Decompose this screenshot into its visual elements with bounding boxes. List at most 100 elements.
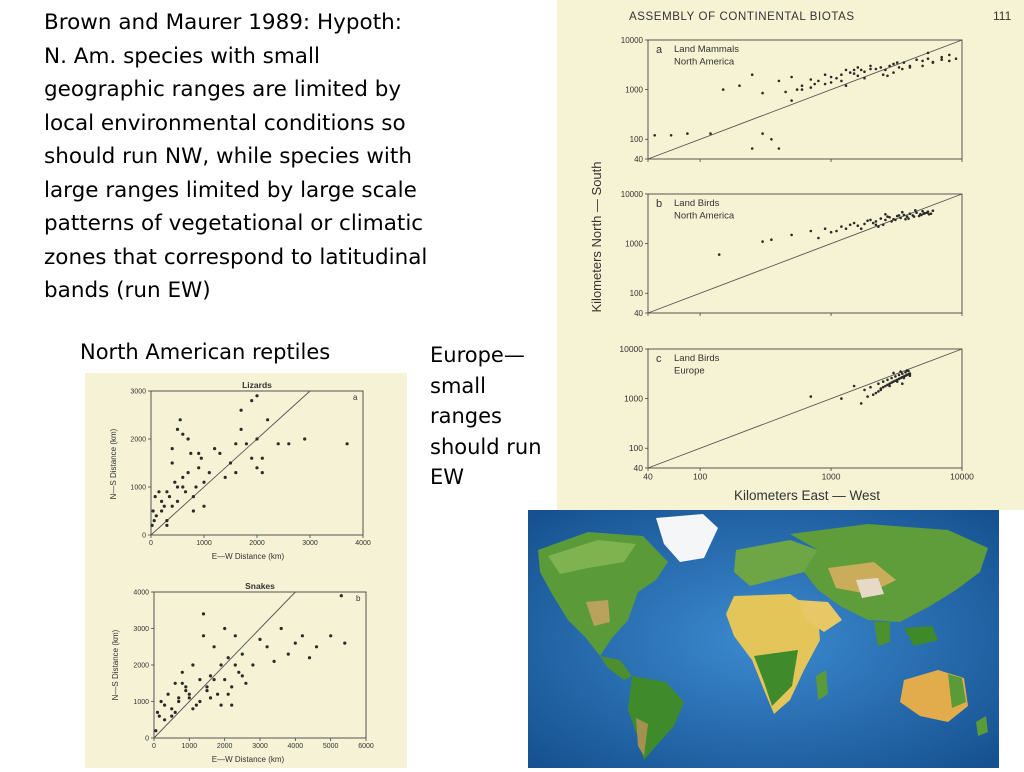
data-point [205,685,209,689]
x-tick-label: 4000 [288,743,304,750]
data-point [874,223,878,227]
data-point [874,220,878,223]
data-point [899,216,902,220]
data-point [863,388,866,392]
data-point [800,88,804,91]
data-point [181,485,185,489]
data-point [835,76,838,80]
data-point [929,212,933,215]
data-point [233,663,237,667]
data-point [187,692,191,696]
data-point [230,703,234,707]
data-point [859,227,863,230]
data-point [201,634,206,638]
data-point [904,374,907,378]
data-point [184,685,188,689]
data-point [879,217,883,220]
data-point [343,641,347,645]
data-point [175,427,180,431]
data-point [871,221,875,225]
data-point [852,72,856,75]
data-point [202,504,206,508]
data-point [877,382,880,386]
data-point [191,495,195,499]
data-point [874,67,878,71]
data-point [859,68,863,72]
data-point [276,442,280,446]
data-point [874,391,878,395]
y-tick-label: 100 [630,135,644,144]
data-point [226,692,230,696]
data-point [901,382,904,386]
data-point [888,64,891,68]
data-point [881,73,885,76]
data-point [921,59,924,63]
data-point [866,219,869,222]
data-point [899,370,902,373]
data-point [721,88,725,91]
data-point [869,67,872,71]
data-point [239,408,243,412]
panel-title: Snakes [245,581,275,591]
data-point [901,67,904,71]
main-text-line: Brown and Maurer 1989: Hypoth: [44,10,403,35]
biota-figure: ASSEMBLY OF CONTINENTAL BIOTAS 111 Kilom… [557,0,1024,510]
data-point [890,381,893,384]
data-point [197,466,201,470]
europe-caption-line: ranges [430,404,503,428]
y-tick-label: 10000 [621,36,644,45]
data-point [153,495,157,499]
data-point [191,707,195,711]
europe-caption-line: should run [430,434,542,459]
data-point [175,499,180,503]
panel-title-line: Europe [674,366,705,377]
data-point [258,637,262,641]
data-point [884,68,887,72]
data-point [809,78,813,81]
data-point [907,217,910,220]
data-point [230,685,234,689]
data-point [809,86,813,89]
x-tick-label: 4000 [355,540,371,547]
plot-frame [150,390,364,536]
x-tick-label: 0 [149,540,153,547]
data-point [829,230,833,234]
x-tick-label: 40 [643,472,653,482]
data-point [255,466,259,470]
data-point [869,385,872,389]
data-point [894,375,897,378]
data-point [244,442,248,446]
x-tick-label: 2000 [249,540,265,547]
data-point [908,66,912,69]
data-point [234,442,238,446]
plot-frame [647,348,963,469]
data-point [173,681,177,685]
data-point [852,384,856,388]
data-point [897,377,901,381]
data-point [345,442,349,446]
data-point [761,132,764,135]
plot-frame [647,39,963,160]
data-point [917,214,921,218]
data-point [223,475,227,479]
data-point [954,57,958,60]
y-tick-label: 4000 [133,589,149,596]
data-point [844,227,848,230]
y-tick-label: 2000 [130,436,146,443]
x-tick-label: 3000 [252,743,268,750]
data-point [869,218,872,222]
data-point [790,75,793,79]
data-point [240,652,244,656]
main-text-line: local environmental conditions so [44,110,406,136]
data-point [908,212,912,215]
data-point [902,61,906,64]
data-point [260,456,264,460]
data-point [901,372,904,375]
data-point [800,84,804,87]
data-point [931,209,935,212]
data-point [840,79,843,83]
data-point [940,55,943,59]
data-point [173,710,177,714]
data-point [863,70,866,73]
panel-title: Lizards [242,380,272,390]
